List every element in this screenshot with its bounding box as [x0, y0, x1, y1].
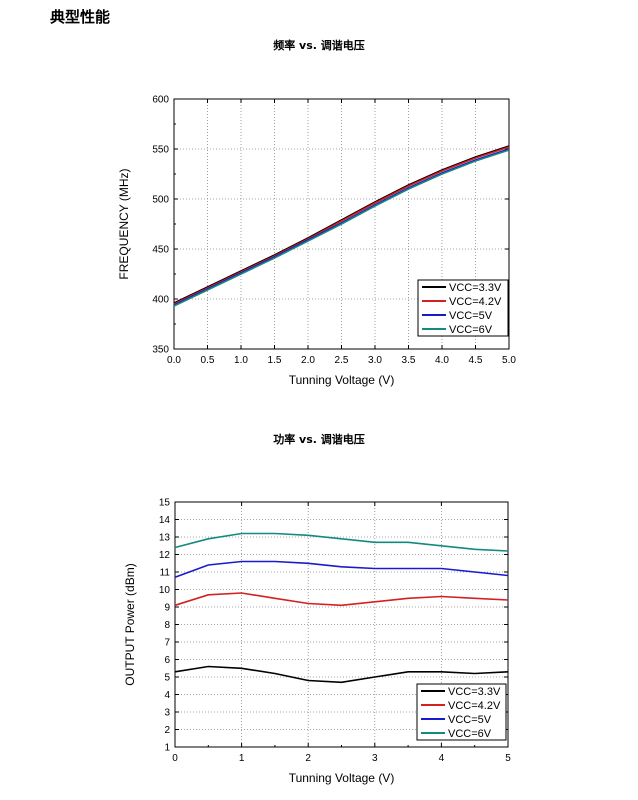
- legend-label: VCC=6V: [448, 728, 492, 740]
- y-tick-label: 500: [152, 195, 169, 206]
- y-tick-label: 600: [152, 95, 169, 106]
- y-tick-label: 550: [152, 145, 169, 156]
- x-tick-label: 5.0: [502, 355, 516, 366]
- y-tick-label: 14: [159, 515, 171, 526]
- x-tick-label: 5: [505, 753, 511, 764]
- y-tick-label: 9: [164, 603, 170, 614]
- y-tick-label: 350: [152, 345, 169, 356]
- power-chart-title: 功率 vs. 调谐电压: [273, 433, 365, 446]
- x-axis-label: Tunning Voltage (V): [289, 771, 395, 785]
- chart-1: 0.0 0.5 1.0 1.5 2.0 2.5 3.0 3.5 4.0 4.5 5.0 350 400 4…: [117, 95, 516, 388]
- series-line-vcc-3-3v: [174, 665, 509, 684]
- legend-label: VCC=3.3V: [448, 686, 501, 698]
- y-tick-label: 1: [164, 743, 170, 754]
- legend-box: [416, 683, 507, 741]
- y-tick-label: 15: [159, 498, 171, 509]
- y-tick-label: 5: [164, 673, 170, 684]
- series-line-vcc-6v: [173, 149, 510, 307]
- legend-label: VCC=5V: [448, 714, 492, 726]
- series-line-vcc-3-3v: [173, 145, 510, 304]
- x-tick-label: 0: [172, 753, 178, 764]
- series-line-vcc-6v: [174, 532, 509, 552]
- x-tick-label: 0.5: [201, 355, 215, 366]
- x-tick-label: 0.0: [167, 355, 181, 366]
- series-line-vcc-4-2v: [174, 592, 509, 607]
- x-tick-label: 2: [305, 753, 311, 764]
- frequency-chart-title: 频率 vs. 调谐电压: [273, 39, 365, 52]
- y-tick-label: 11: [160, 568, 171, 579]
- x-tick-label: 4.0: [435, 355, 449, 366]
- y-tick-label: 3: [164, 708, 170, 719]
- x-tick-label: 1.0: [234, 355, 248, 366]
- legend-label: VCC=5V: [449, 310, 493, 322]
- x-tick-label: 3: [372, 753, 378, 764]
- x-tick-label: 4: [439, 753, 445, 764]
- x-tick-label: 2.0: [301, 355, 315, 366]
- x-axis-label: Tunning Voltage (V): [289, 373, 395, 387]
- y-tick-label: 2: [164, 725, 170, 736]
- legend-label: VCC=4.2V: [448, 700, 501, 712]
- y-tick-label: 13: [159, 533, 171, 544]
- y-tick-label: 4: [164, 690, 170, 701]
- x-tick-label: 1: [239, 753, 245, 764]
- y-tick-label: 7: [164, 638, 170, 649]
- y-tick-label: 8: [164, 620, 170, 631]
- series-line-vcc-4-2v: [173, 146, 510, 305]
- page-heading: 典型性能: [50, 8, 111, 26]
- legend-label: VCC=4.2V: [449, 296, 502, 308]
- series-line-vcc-5v: [174, 560, 509, 579]
- y-tick-label: 10: [159, 585, 171, 596]
- y-axis-label: FREQUENCY (MHz): [117, 168, 131, 279]
- x-tick-label: 3.0: [368, 355, 382, 366]
- legend-box: [417, 279, 509, 337]
- legend: VCC=3.3V VCC=4.2V VCC=5V VCC=6V: [416, 683, 507, 741]
- y-tick-label: 400: [152, 295, 169, 306]
- y-axis-label: OUTPUT Power (dBm): [123, 563, 137, 685]
- legend: VCC=3.3V VCC=4.2V VCC=5V VCC=6V: [417, 279, 509, 337]
- x-tick-label: 2.5: [335, 355, 349, 366]
- x-tick-label: 1.5: [268, 355, 282, 366]
- legend-label: VCC=6V: [449, 324, 493, 336]
- y-tick-label: 6: [164, 655, 170, 666]
- legend-label: VCC=3.3V: [449, 282, 502, 294]
- y-tick-label: 12: [159, 550, 171, 561]
- x-tick-label: 3.5: [402, 355, 416, 366]
- series-line-vcc-5v: [173, 148, 510, 306]
- x-tick-label: 4.5: [469, 355, 483, 366]
- y-tick-label: 450: [152, 245, 169, 256]
